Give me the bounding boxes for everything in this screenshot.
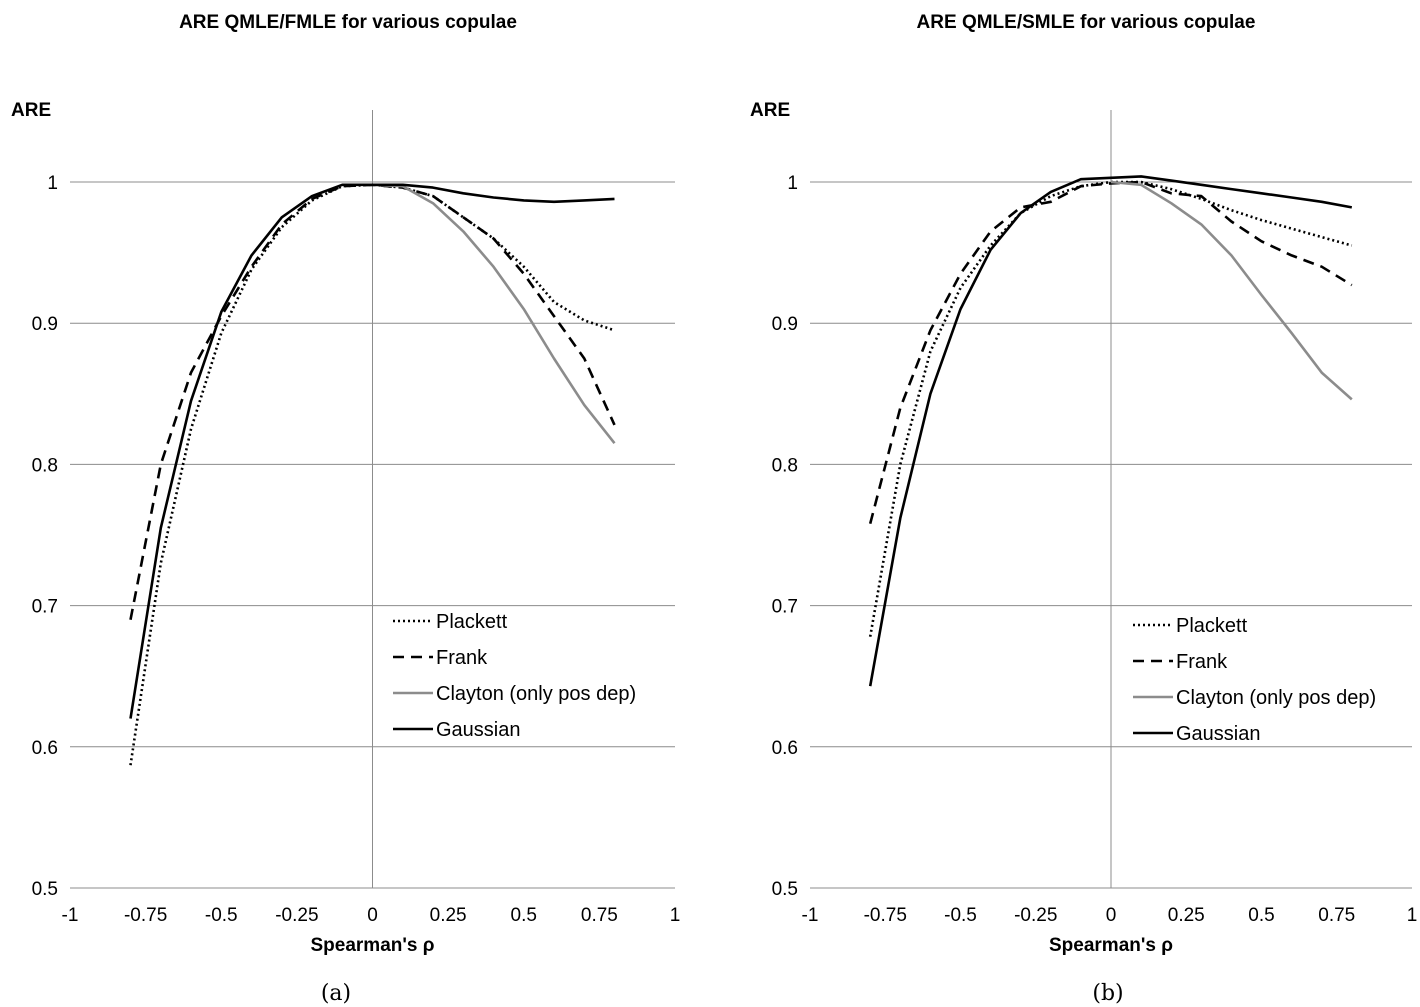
x-tick-label: 0 — [367, 905, 378, 926]
x-tick-label: -1 — [62, 905, 79, 926]
x-tick-label: 1 — [670, 905, 681, 926]
y-tick-label: 0.7 — [32, 597, 58, 618]
series-line-plackett — [868, 180, 1353, 637]
chart-panel-b: ARE QMLE/SMLE for various copulae ARE 0.5 0… — [750, 12, 1417, 1006]
x-tick-label: 1 — [1407, 905, 1418, 926]
x-tick-label: -0.5 — [205, 905, 238, 926]
x-tick-label: 0.25 — [1168, 905, 1205, 926]
x-tick-label: 0 — [1106, 905, 1117, 926]
y-tick-label: 0.9 — [32, 314, 58, 335]
x-axis-label: Spearman's ρ — [311, 935, 435, 956]
chart-title: ARE QMLE/FMLE for various copulae — [179, 12, 517, 33]
legend-label: Plackett — [436, 611, 508, 633]
series-line-plackett — [129, 183, 615, 766]
y-axis-label: ARE — [750, 100, 790, 121]
y-tick-label: 0.9 — [772, 314, 798, 335]
legend: Plackett Frank Clayton (only pos dep) Gauss… — [393, 611, 636, 741]
x-tick-label: 0.75 — [1318, 905, 1355, 926]
x-tick-label: 0.5 — [511, 905, 537, 926]
legend-label: Clayton (only pos dep) — [436, 683, 636, 705]
legend-label: Clayton (only pos dep) — [1176, 687, 1376, 709]
x-tick-label: 0.75 — [581, 905, 618, 926]
legend-label: Gaussian — [436, 719, 521, 741]
legend-label: Frank — [436, 647, 488, 669]
x-tick-label: -0.5 — [944, 905, 977, 926]
y-tick-label: 1 — [787, 173, 798, 194]
x-tick-label: 0.25 — [430, 905, 467, 926]
y-tick-label: 0.8 — [32, 455, 58, 476]
y-axis-label: ARE — [11, 100, 51, 121]
legend-label: Plackett — [1176, 615, 1248, 637]
panel-caption: (b) — [1092, 981, 1123, 1006]
y-tick-label: 0.8 — [772, 455, 798, 476]
series-line-gaussian — [129, 183, 615, 719]
series-line-frank — [868, 180, 1353, 525]
legend: Plackett Frank Clayton (only pos dep) Gauss… — [1133, 615, 1376, 745]
x-tick-label: -0.25 — [1014, 905, 1057, 926]
x-tick-label: -0.25 — [275, 905, 318, 926]
series-line-clayton — [1110, 180, 1353, 401]
x-tick-label: 0.5 — [1248, 905, 1274, 926]
x-tick-label: -1 — [802, 905, 819, 926]
panel-caption: (a) — [321, 981, 351, 1006]
y-tick-label: 0.6 — [32, 738, 58, 759]
legend-label: Frank — [1176, 651, 1228, 673]
y-tick-label: 1 — [47, 173, 58, 194]
x-tick-label: -0.75 — [864, 905, 907, 926]
series-line-clayton — [372, 183, 616, 445]
chart-title: ARE QMLE/SMLE for various copulae — [917, 12, 1256, 33]
x-tick-label: -0.75 — [124, 905, 167, 926]
chart-panel-a: ARE QMLE/FMLE for various copulae ARE 0.5 0… — [11, 12, 680, 1006]
y-tick-label: 0.5 — [772, 879, 798, 900]
x-axis-label: Spearman's ρ — [1049, 935, 1173, 956]
y-tick-label: 0.6 — [772, 738, 798, 759]
y-tick-label: 0.5 — [32, 879, 58, 900]
y-tick-label: 0.7 — [772, 597, 798, 618]
series-line-gaussian — [868, 175, 1353, 687]
legend-label: Gaussian — [1176, 723, 1261, 745]
